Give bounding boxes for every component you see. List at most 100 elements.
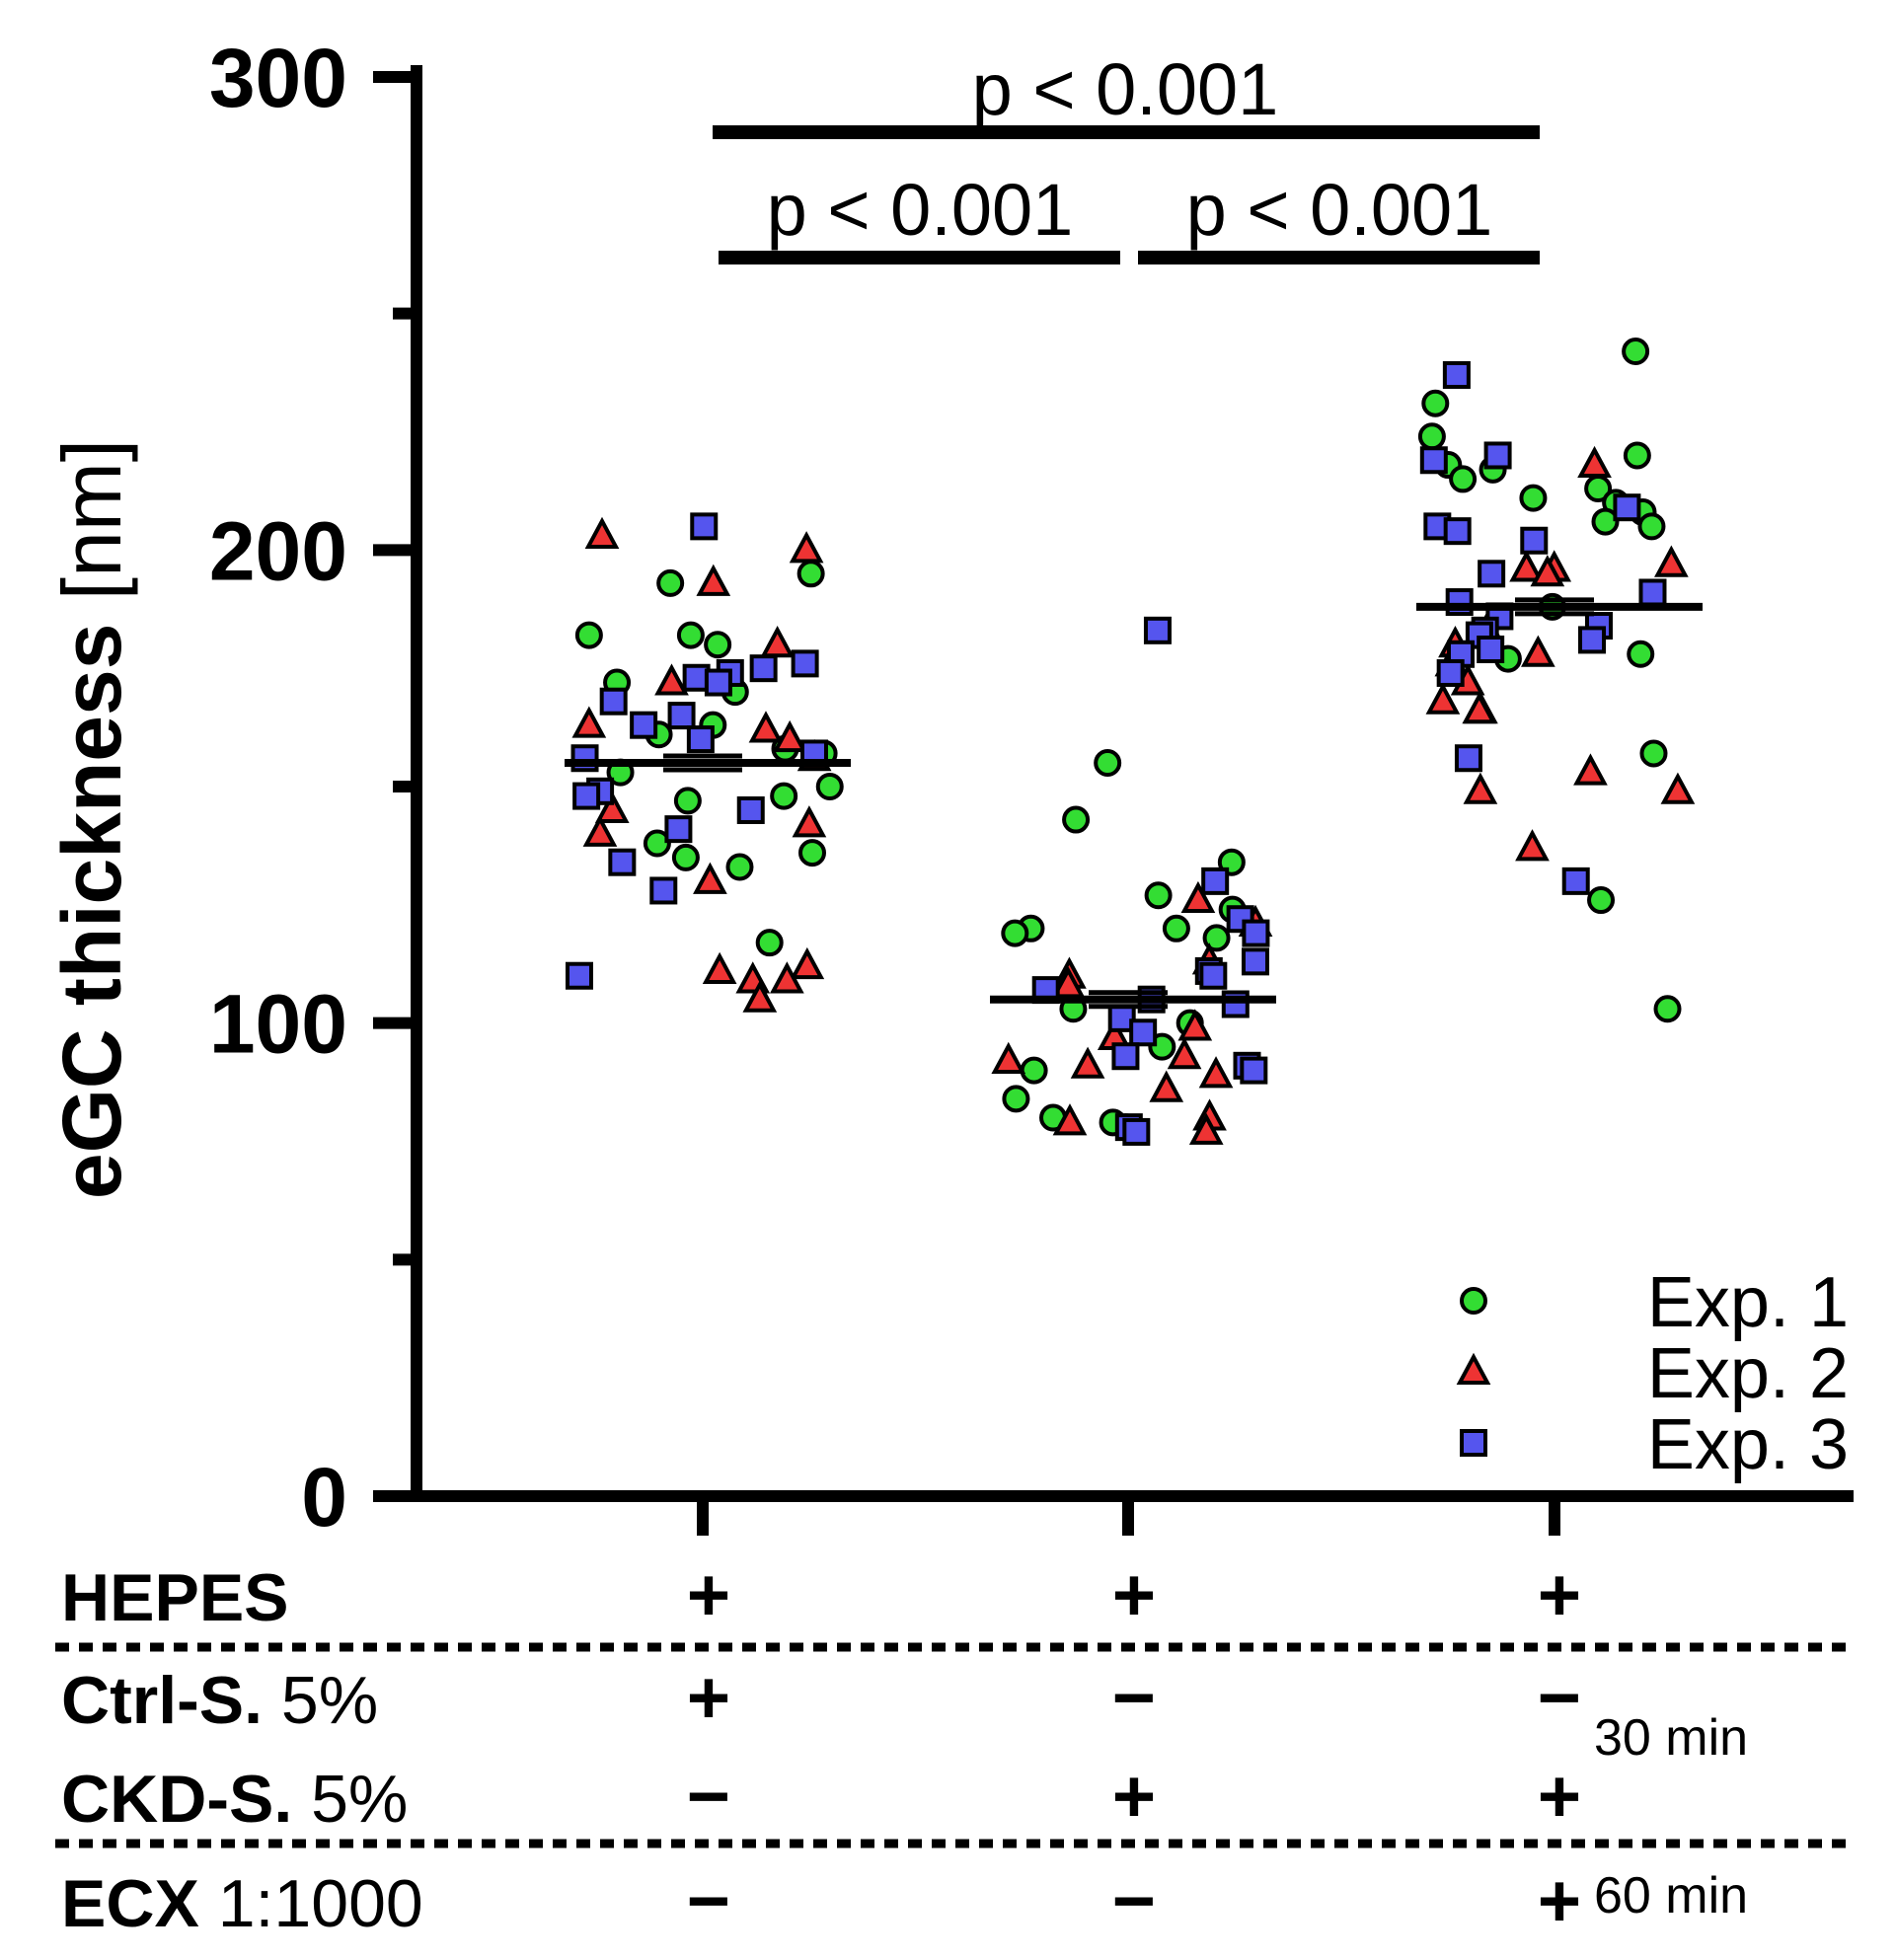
legend-marker-triangle — [1456, 1352, 1491, 1385]
point-square — [1561, 867, 1590, 895]
condition-label: CKD-S. 5% — [61, 1762, 408, 1837]
condition-label: HEPES — [61, 1560, 289, 1635]
point-square — [1242, 919, 1270, 947]
condition-value: + — [1112, 1553, 1156, 1637]
y-axis-title-main: eGC thickness — [45, 600, 138, 1199]
point-square — [791, 649, 819, 678]
point-square — [1419, 446, 1448, 475]
point-triangle — [696, 564, 731, 596]
legend-label: Exp. 3 — [1647, 1405, 1849, 1484]
point-circle — [725, 853, 754, 881]
y-tick-label: 0 — [301, 1451, 347, 1544]
point-circle — [1001, 919, 1029, 947]
point-circle — [1627, 640, 1655, 668]
point-circle — [1591, 507, 1620, 536]
point-triangle — [789, 531, 824, 564]
condition-name: ECX — [61, 1866, 199, 1941]
point-triangle — [1052, 1103, 1088, 1136]
point-circle — [704, 631, 732, 659]
point-triangle — [571, 706, 607, 738]
data-points — [565, 338, 1696, 1146]
point-square — [704, 668, 732, 697]
point-triangle — [1530, 555, 1565, 587]
point-triangle — [1188, 1112, 1224, 1145]
point-triangle — [1521, 635, 1555, 667]
point-triangle — [654, 663, 689, 696]
point-square — [572, 782, 601, 810]
condition-value: + — [1538, 1553, 1581, 1637]
condition-value: − — [687, 1859, 730, 1943]
significance-brackets: p < 0.001 p < 0.001 p < 0.001 — [713, 48, 1540, 264]
point-square — [1483, 441, 1512, 470]
condition-value: − — [1112, 1656, 1156, 1740]
point-circle — [673, 787, 702, 815]
condition-value: − — [687, 1755, 730, 1839]
point-circle — [1449, 465, 1478, 493]
point-triangle — [1463, 772, 1498, 804]
point-circle — [1587, 886, 1616, 915]
y-tick-label: 300 — [209, 32, 347, 124]
point-square — [749, 654, 778, 683]
point-circle — [1639, 739, 1668, 768]
significance-label: p < 0.001 — [1186, 169, 1493, 251]
point-square — [630, 711, 658, 739]
condition-value: + — [1538, 1859, 1581, 1943]
condition-name: Ctrl-S. — [61, 1663, 263, 1738]
point-triangle — [1577, 445, 1612, 479]
point-triangle — [1149, 1070, 1184, 1102]
point-triangle — [772, 719, 807, 753]
point-triangle — [1515, 829, 1550, 862]
point-square — [682, 663, 711, 692]
y-tick-label: 100 — [209, 978, 347, 1071]
point-circle — [1417, 422, 1446, 451]
point-square — [608, 848, 637, 876]
point-square — [1578, 626, 1607, 654]
point-square — [690, 512, 719, 541]
point-circle — [671, 843, 700, 871]
condition-label: Ctrl-S. 5% — [61, 1663, 378, 1738]
condition-value: − — [1112, 1859, 1156, 1943]
condition-name: CKD-S. — [61, 1762, 292, 1837]
condition-value: + — [687, 1553, 730, 1637]
condition-name: HEPES — [61, 1560, 289, 1635]
point-triangle — [1180, 880, 1216, 914]
point-square — [1443, 517, 1472, 546]
point-triangle — [693, 862, 727, 894]
point-square — [1201, 867, 1230, 895]
point-square — [1477, 635, 1505, 663]
point-circle — [1062, 805, 1091, 834]
point-square — [1111, 1042, 1140, 1071]
point-triangle — [1070, 1046, 1105, 1079]
point-square — [1520, 526, 1549, 555]
point-square — [1613, 493, 1641, 522]
y-tick-label: 200 — [209, 504, 347, 597]
point-square — [667, 702, 696, 730]
point-triangle — [1660, 772, 1696, 804]
legend-marker-circle — [1460, 1287, 1487, 1315]
point-square — [664, 815, 693, 844]
point-triangle — [584, 516, 620, 549]
point-triangle — [1425, 682, 1461, 715]
point-circle — [1637, 512, 1666, 541]
point-square — [1478, 560, 1506, 588]
condition-table: HEPES + + + Ctrl-S. 5% + − − CKD-S. 5% − + + ECX 1:1… — [55, 1553, 1852, 1943]
y-axis-title: eGC thickness [nm] — [45, 439, 138, 1199]
legend-marker-square — [1460, 1429, 1487, 1457]
condition-label: ECX 1:1000 — [61, 1866, 423, 1941]
point-circle — [1144, 881, 1173, 910]
point-triangle — [1573, 753, 1608, 786]
point-square — [1129, 1018, 1158, 1047]
point-triangle — [1462, 692, 1497, 724]
point-square — [1442, 360, 1471, 389]
duration-label: 30 min — [1594, 1709, 1748, 1767]
point-square — [1199, 961, 1228, 990]
point-circle — [676, 621, 705, 649]
condition-value: + — [687, 1656, 730, 1740]
legend-label: Exp. 1 — [1647, 1263, 1849, 1342]
point-circle — [770, 782, 798, 810]
point-triangle — [748, 711, 784, 743]
condition-concentration: 5% — [292, 1762, 408, 1837]
condition-concentration: 5% — [263, 1663, 378, 1738]
point-triangle — [1177, 1009, 1213, 1041]
point-triangle — [742, 980, 778, 1013]
